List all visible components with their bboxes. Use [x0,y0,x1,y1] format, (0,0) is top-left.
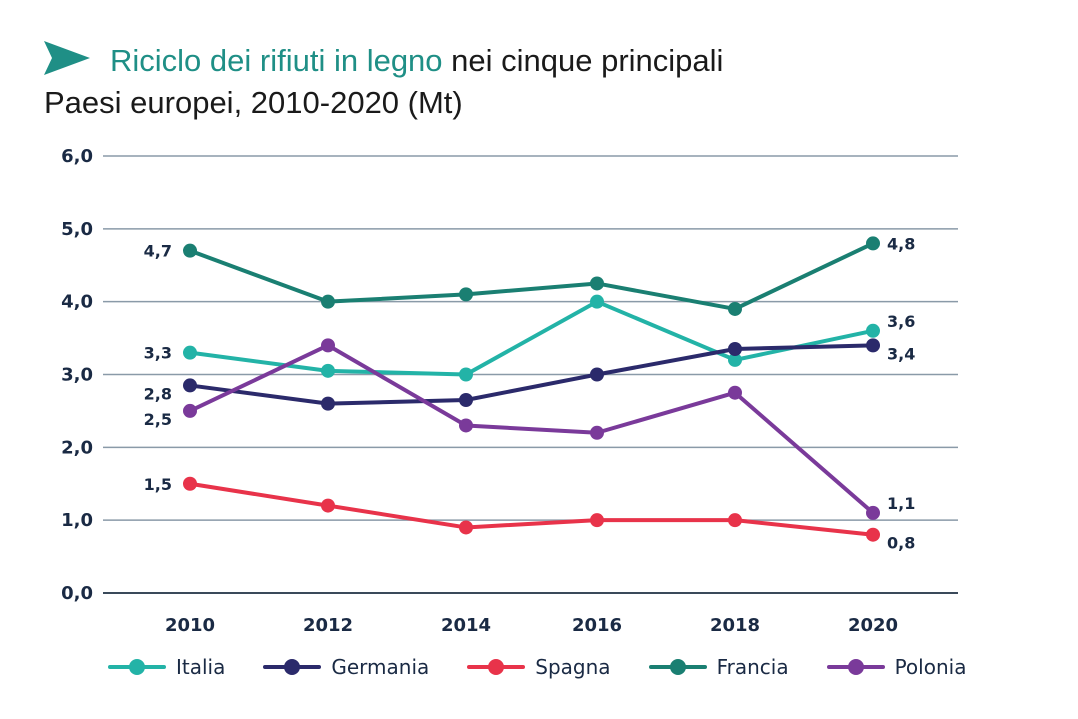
x-tick-label: 2020 [848,615,898,636]
data-point-francia [183,243,197,258]
data-label-francia: 4,8 [887,234,915,253]
data-point-francia [321,294,335,309]
series-line-spagna [188,481,875,537]
data-point-spagna [459,520,473,535]
data-point-francia [728,301,742,316]
legend-item-germania: Germania [263,655,429,679]
y-tick-label: 2,0 [61,437,93,458]
data-point-italia [183,345,197,360]
data-point-germania [866,338,880,353]
series-line-francia [188,241,875,311]
data-label-spagna: 0,8 [887,534,915,553]
legend-swatch-italia [108,659,166,675]
data-label-polonia: 2,5 [144,410,172,429]
series-line-polonia [188,343,875,515]
data-point-germania [321,396,335,411]
y-tick-label: 0,0 [61,583,93,604]
y-tick-label: 4,0 [61,292,93,313]
data-label-italia: 3,3 [144,344,172,363]
data-point-italia [728,352,742,367]
data-point-spagna [183,476,197,491]
data-point-germania [590,367,604,382]
data-label-spagna: 1,5 [144,475,172,494]
data-point-spagna [728,513,742,528]
legend-swatch-polonia [826,659,885,675]
data-point-germania [728,342,742,357]
title-line-1: Riciclo dei rifiuti in legno nei cinque … [44,40,1044,82]
series-line-italia [188,299,875,377]
data-point-francia [590,276,604,291]
legend-swatch-spagna [467,659,526,675]
data-point-polonia [321,338,335,353]
arrow-icon [44,41,90,75]
data-label-polonia: 1,1 [887,494,915,513]
data-point-polonia [590,425,604,440]
data-point-polonia [728,385,742,400]
legend-swatch-francia [648,659,707,675]
chart-title: Riciclo dei rifiuti in legno nei cinque … [44,40,1044,124]
y-tick-label: 3,0 [61,365,93,386]
legend-label-francia: Francia [716,655,789,679]
data-label-italia: 3,6 [887,312,915,331]
legend: Italia Germania Spagna Francia Polonia [108,655,1004,679]
data-label-germania: 2,8 [144,384,172,403]
x-tick-label: 2014 [441,615,491,636]
x-tick-label: 2010 [165,615,215,636]
title-rest: nei cinque principali [442,43,724,78]
title-line-2: Paesi europei, 2010-2020 (Mt) [44,85,463,120]
data-point-spagna [590,513,604,528]
y-tick-label: 5,0 [61,219,93,240]
y-tick-label: 6,0 [61,146,93,167]
legend-label-polonia: Polonia [894,655,967,679]
data-point-spagna [866,527,880,542]
legend-item-italia: Italia [108,655,225,679]
legend-item-spagna: Spagna [467,655,611,679]
legend-swatch-germania [263,659,322,675]
series-line-germania [188,343,875,406]
data-point-italia [866,323,880,338]
data-point-francia [866,236,880,251]
data-label-francia: 4,7 [144,242,172,261]
y-tick-label: 1,0 [61,510,93,531]
data-point-polonia [866,505,880,520]
legend-label-spagna: Spagna [535,655,611,679]
x-tick-label: 2016 [572,615,622,636]
x-tick-label: 2012 [303,615,353,636]
data-point-italia [321,363,335,378]
legend-label-germania: Germania [331,655,430,679]
data-point-italia [459,367,473,382]
legend-item-polonia: Polonia [826,655,967,679]
x-tick-label: 2018 [710,615,760,636]
data-point-polonia [459,418,473,433]
legend-label-italia: Italia [176,655,226,679]
title-accent: Riciclo dei rifiuti in legno [110,43,443,78]
data-point-italia [590,294,604,309]
data-point-polonia [183,403,197,418]
data-point-francia [459,287,473,302]
data-point-germania [459,392,473,407]
legend-item-francia: Francia [648,655,789,679]
data-point-germania [183,378,197,393]
data-label-germania: 3,4 [887,344,915,363]
data-point-spagna [321,498,335,513]
